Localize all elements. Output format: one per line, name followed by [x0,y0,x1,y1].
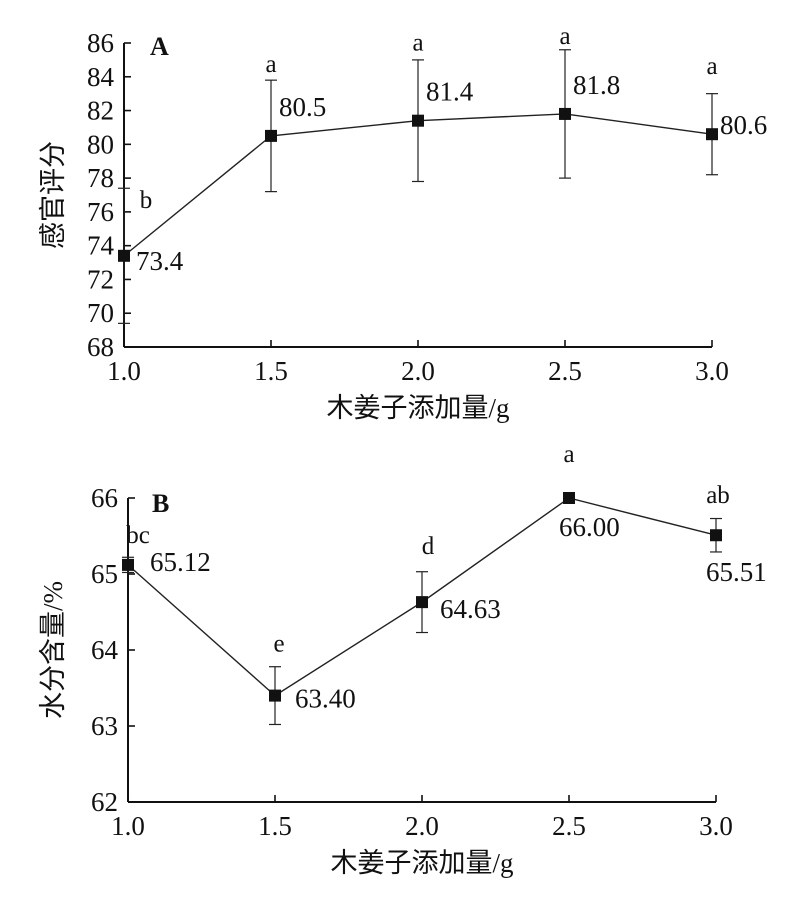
x-axis-title: 木姜子添加量/g [330,848,513,878]
data-point [563,492,575,504]
y-tick-label: 65 [91,559,118,589]
x-axis-title: 木姜子添加量/g [326,393,509,423]
y-axis-title: 水分含量/% [38,581,68,719]
significance-label: d [422,533,435,560]
data-label: 65.12 [150,547,211,577]
data-point [416,596,428,609]
significance-label: e [273,631,284,658]
significance-label: a [559,23,570,50]
panel-label: A [150,32,169,61]
data-label: 81.8 [573,70,620,100]
y-axis-title: 感官评分 [38,141,68,249]
significance-label: ab [706,482,730,509]
y-tick-label: 84 [87,62,115,92]
significance-label: a [563,441,574,468]
data-label: 80.5 [279,92,326,122]
data-label: 64.63 [440,594,501,624]
data-label: 66.00 [559,512,620,542]
y-tick-label: 70 [87,298,114,328]
y-tick-label: 82 [87,96,114,126]
y-tick-label: 74 [87,231,115,261]
x-tick-label: 3.0 [695,356,729,386]
data-label: 65.51 [706,557,767,587]
significance-label: bc [126,522,150,549]
x-tick-label: 1.5 [254,356,288,386]
data-point [269,689,281,702]
data-point [122,558,134,571]
y-tick-label: 86 [87,28,114,58]
significance-label: b [140,187,153,214]
data-point [265,129,277,142]
data-point [706,128,718,141]
y-tick-label: 62 [91,787,118,817]
data-point [559,107,571,120]
data-point [412,114,424,127]
x-tick-label: 2.5 [552,811,586,841]
y-tick-label: 66 [91,483,118,513]
x-tick-label: 1.0 [107,356,141,386]
x-tick-label: 3.0 [699,811,733,841]
data-label: 63.40 [295,684,356,714]
significance-label: a [265,51,276,78]
data-label: 80.6 [720,110,767,140]
x-tick-label: 2.0 [405,811,439,841]
y-tick-label: 72 [87,264,114,294]
data-point [710,529,722,542]
y-tick-label: 80 [87,129,114,159]
data-point [118,249,130,262]
chart-panel-b: 62 63 64 65 66 1.0 1.5 2.0 2.5 3.0 木姜子添加量/g 水分含量/% B… [38,441,767,878]
data-label: 81.4 [426,77,474,107]
y-tick-label: 63 [91,711,118,741]
data-label: 73.4 [136,246,184,276]
y-tick-label: 68 [87,332,114,362]
x-tick-label: 1.0 [111,811,145,841]
x-tick-label: 2.5 [548,356,582,386]
y-tick-label: 76 [87,197,114,227]
y-tick-label: 64 [91,635,119,665]
panel-label: B [152,489,169,518]
x-tick-label: 2.0 [401,356,435,386]
significance-label: a [412,30,423,57]
x-tick-label: 1.5 [258,811,292,841]
significance-label: a [706,53,717,80]
y-tick-label: 78 [87,163,114,193]
